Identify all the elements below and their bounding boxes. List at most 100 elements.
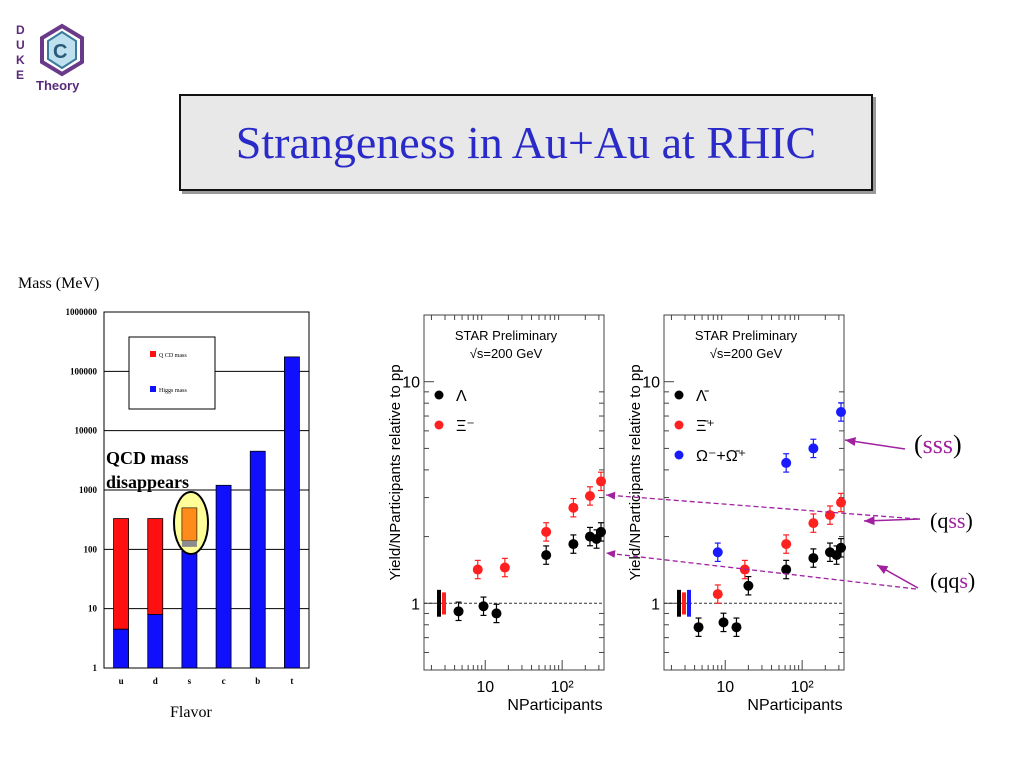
label-qss-ss: ss xyxy=(948,508,966,533)
legend-marker xyxy=(434,390,444,400)
bar-y-tick-label: 1000 xyxy=(79,485,98,495)
plot-subheader: √s=200 GeV xyxy=(470,346,543,361)
bar-higgs-t xyxy=(284,356,300,669)
data-point xyxy=(836,406,847,417)
data-point xyxy=(541,526,552,537)
label-sss-s: sss xyxy=(922,430,954,459)
data-point xyxy=(499,562,510,573)
label-qss: (qss) xyxy=(930,508,973,533)
data-point xyxy=(781,457,792,468)
data-point xyxy=(781,539,792,550)
data-point xyxy=(491,608,502,619)
data-point xyxy=(731,622,742,633)
bar-category-label: b xyxy=(255,676,260,686)
data-point xyxy=(568,502,579,513)
bar-category-label: d xyxy=(153,676,158,686)
data-point xyxy=(712,589,723,600)
legend-swatch-qcd xyxy=(150,351,156,357)
slide-title-box: Strangeness in Au+Au at RHIC xyxy=(179,94,873,191)
mass-bar-chart: 1 10 100 1000 10000 100000 1000000 u d s c b t Q CD… xyxy=(66,307,310,686)
bar-y-tick-label: 10000 xyxy=(75,426,98,436)
bar-higgs-b xyxy=(249,450,266,669)
data-point xyxy=(568,539,579,550)
data-point xyxy=(836,497,847,508)
logo-letter-e: E xyxy=(16,68,24,82)
bar-chart-y-label: Mass (MeV) xyxy=(18,275,100,292)
data-point xyxy=(541,550,552,561)
x-tick-label: 10² xyxy=(791,679,815,696)
label-qqs: (qqs) xyxy=(930,568,976,593)
logo-letter-u: U xyxy=(16,38,25,52)
data-point xyxy=(718,617,729,628)
bar-category-label: t xyxy=(290,676,293,686)
legend-label: Λ̄ xyxy=(696,388,710,405)
bar-category-label: s xyxy=(188,676,192,686)
data-point xyxy=(781,564,792,575)
syst-bar xyxy=(442,592,446,615)
label-sss: (sss) xyxy=(914,430,962,459)
x-tick-label: 10 xyxy=(476,679,494,696)
label-qss-q: q xyxy=(937,508,949,533)
data-point xyxy=(693,622,704,633)
logo-word: Theory xyxy=(36,78,80,93)
bar-y-tick-label: 100 xyxy=(84,544,98,554)
data-point xyxy=(453,606,464,617)
qcd-mass-callout: QCD mass disappears xyxy=(106,448,190,492)
y-tick-label: 1 xyxy=(651,596,660,613)
y-tick-label: 10 xyxy=(642,375,660,392)
legend-label: Ξ⁻ xyxy=(456,418,475,435)
x-tick-label: 10 xyxy=(716,679,734,696)
bar-y-tick-label: 100000 xyxy=(70,366,98,376)
logo-letter-k: K xyxy=(16,53,25,67)
bar-category-label: c xyxy=(222,676,226,686)
data-point xyxy=(836,542,847,553)
label-qqs-s: s xyxy=(959,568,968,593)
data-point xyxy=(743,580,754,591)
data-point xyxy=(712,547,723,558)
y-tick-label: 10 xyxy=(402,375,420,392)
bar-higgs-c xyxy=(215,484,232,669)
bar-legend: Q CD mass Higgs mass xyxy=(128,336,216,410)
syst-bar xyxy=(682,592,686,615)
plot-frame xyxy=(663,314,845,671)
y-axis-label: Yield/NParticipants relative to pp xyxy=(387,364,404,580)
syst-bar xyxy=(687,589,691,617)
svg-text:C: C xyxy=(53,41,67,63)
legend-label-qcd: Q CD mass xyxy=(159,353,187,359)
legend-label-higgs: Higgs mass xyxy=(159,388,188,394)
data-point xyxy=(472,564,483,575)
data-point xyxy=(596,476,607,487)
data-point xyxy=(478,601,489,612)
bar-y-tick-label: 1 xyxy=(93,663,98,673)
plot-header: STAR Preliminary xyxy=(695,328,798,343)
x-tick-label: 10² xyxy=(551,679,575,696)
legend-marker xyxy=(674,420,684,430)
data-point xyxy=(831,550,842,561)
duke-theory-logo: D U K E C Theory xyxy=(8,18,108,98)
legend-marker xyxy=(434,420,444,430)
bar-category-label: u xyxy=(119,676,124,686)
bar-higgs-d xyxy=(147,614,164,669)
legend-label: Λ xyxy=(456,388,467,405)
y-tick-label: 1 xyxy=(411,596,420,613)
logo-letter-d: D xyxy=(16,23,25,37)
bar-s-overlap xyxy=(181,540,197,547)
label-qqs-qq: qq xyxy=(937,568,960,593)
y-axis-label: Yield/NParticipants relative to pp xyxy=(627,364,644,580)
legend-label: Ξ̄⁺ xyxy=(696,418,715,435)
syst-bar xyxy=(437,589,441,617)
x-axis-label: NParticipants xyxy=(747,697,842,714)
plot-header: STAR Preliminary xyxy=(455,328,558,343)
data-point xyxy=(808,518,819,529)
slide-title: Strangeness in Au+Au at RHIC xyxy=(235,117,817,168)
bar-chart-x-label: Flavor xyxy=(170,704,212,721)
bar-y-tick-label: 10 xyxy=(88,604,98,614)
data-point xyxy=(596,526,607,537)
legend-marker xyxy=(674,390,684,400)
data-point xyxy=(584,490,595,501)
x-axis-label: NParticipants xyxy=(507,697,602,714)
data-point xyxy=(808,443,819,454)
legend-label: Ω⁻+Ω̄⁺ xyxy=(696,448,746,465)
bar-higgs-u xyxy=(113,628,129,669)
